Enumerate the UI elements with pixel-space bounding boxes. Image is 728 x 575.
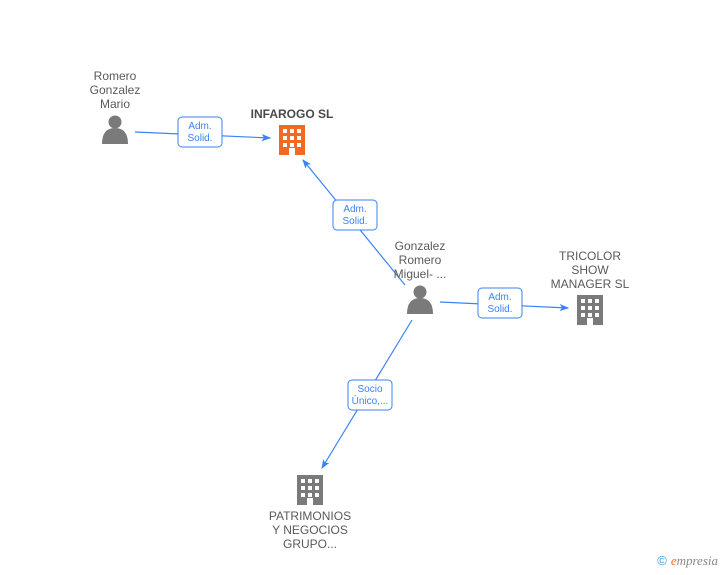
edge-label-text: Adm. xyxy=(343,204,366,215)
edge-label-text: Solid. xyxy=(187,133,212,144)
node-infarogo[interactable]: INFAROGO SL xyxy=(251,107,334,155)
node-label: Miguel- ... xyxy=(394,267,447,281)
copyright-symbol: © xyxy=(657,553,667,568)
node-label: GRUPO... xyxy=(283,537,337,551)
node-label: Mario xyxy=(100,97,130,111)
person-icon xyxy=(102,116,128,145)
node-label: INFAROGO SL xyxy=(251,107,334,121)
edge-label-text: Solid. xyxy=(342,216,367,227)
building-icon xyxy=(577,295,603,325)
edge-label-text: Adm. xyxy=(488,292,511,303)
edge-label-text: Adm. xyxy=(188,121,211,132)
node-label: SHOW xyxy=(571,263,609,277)
node-label: MANAGER SL xyxy=(551,277,630,291)
node-patrimonios[interactable]: PATRIMONIOSY NEGOCIOSGRUPO... xyxy=(269,475,351,551)
node-label: Y NEGOCIOS xyxy=(272,523,348,537)
node-gonzalez[interactable]: GonzalezRomeroMiguel- ... xyxy=(394,239,447,314)
person-icon xyxy=(407,286,433,315)
edge-label-text: Único,... xyxy=(352,394,389,407)
brand-rest: mpresia xyxy=(677,553,718,568)
node-label: Gonzalez xyxy=(90,83,141,97)
node-label: TRICOLOR xyxy=(559,249,621,263)
building-icon xyxy=(279,125,305,155)
footer-branding: ©empresia xyxy=(657,553,718,569)
node-label: PATRIMONIOS xyxy=(269,509,351,523)
node-tricolor[interactable]: TRICOLORSHOWMANAGER SL xyxy=(551,249,630,325)
node-romero[interactable]: RomeroGonzalezMario xyxy=(90,69,141,144)
node-label: Gonzalez xyxy=(395,239,446,253)
edge-label-text: Socio xyxy=(357,384,382,395)
building-icon xyxy=(297,475,323,505)
network-diagram: Adm.Solid.Adm.Solid.Adm.Solid.SocioÚnico… xyxy=(0,0,728,575)
node-label: Romero xyxy=(399,253,442,267)
edge-label-text: Solid. xyxy=(487,304,512,315)
node-label: Romero xyxy=(94,69,137,83)
